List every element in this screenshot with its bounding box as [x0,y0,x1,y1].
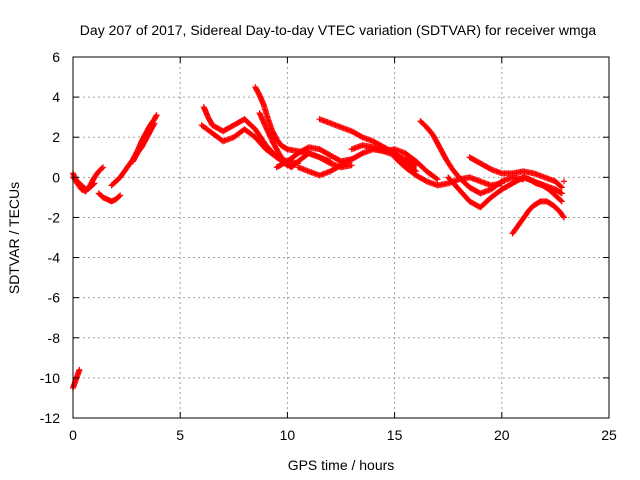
ticks-layer: 0 5 10 15 20 25 -12 -10 -8 -6 -4 -2 0 2 4 6 [40,49,617,443]
y-tick-label: -12 [40,410,60,426]
y-tick-label: -2 [48,209,61,225]
x-axis-label: GPS time / hours [288,457,395,473]
seg-early-dip-point [100,164,107,171]
x-tick-label: 15 [387,427,403,443]
x-tick-label: 20 [494,427,510,443]
seg-h-point [433,175,440,182]
seg-morning-dip-point [117,192,124,199]
y-tick-label: -10 [40,370,60,386]
x-tick-label: 5 [176,427,184,443]
y-tick-label: -4 [48,250,61,266]
seg-early-flat-point [90,181,97,188]
seg-o-point [560,178,567,185]
seg-n-point [557,197,564,204]
chart-title: Day 207 of 2017, Sidereal Day-to-day VTE… [80,22,597,38]
seg-k-point [558,190,565,197]
seg-h-point [434,176,441,183]
y-axis-label: SDTVAR / TECUs [6,182,22,294]
x-tick-label: 25 [601,427,617,443]
grid-layer [73,57,609,418]
y-tick-label: 4 [52,89,60,105]
seg-morning-rise-2-point [150,121,157,128]
seg-l-point [557,183,564,190]
seg-early-dip-point [98,165,105,172]
seg-morning-dip-point [116,193,123,200]
seg-l-point [558,184,565,191]
seg-morning-rise-2-point [151,120,158,127]
y-tick-label: 2 [52,129,60,145]
y-tick-label: -8 [48,330,61,346]
seg-d-point [348,162,355,169]
seg-m-point [560,214,567,221]
data-points-layer [70,84,567,391]
seg-morning-rise-point [153,112,160,119]
y-tick-label: 0 [52,169,60,185]
plot-frame [72,56,610,419]
seg-early-flat-point [91,180,98,187]
x-tick-label: 0 [69,427,77,443]
y-tick-label: 6 [52,49,60,65]
seg-start-low-point [76,366,83,373]
seg-m-point [560,213,567,220]
y-tick-label: -6 [48,290,61,306]
seg-n-point [558,198,565,205]
x-tick-label: 10 [280,427,296,443]
seg-k-point [557,189,564,196]
